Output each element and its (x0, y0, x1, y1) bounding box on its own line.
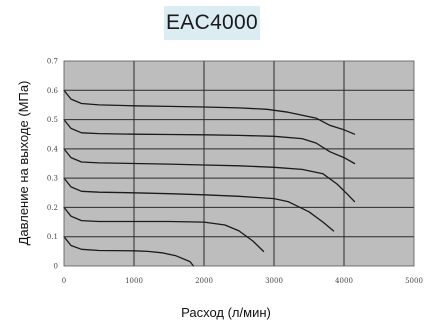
x-tick-label: 2000 (195, 277, 213, 285)
plot-frame (63, 60, 415, 267)
series-line-2 (63, 118, 356, 165)
y-tick-label: 0.7 (47, 58, 58, 66)
grid-lines (64, 61, 414, 266)
x-tick-label: 4000 (335, 277, 353, 285)
x-ticks: 0 1000 2000 3000 4000 5000 (62, 277, 423, 285)
x-tick-label: 1000 (125, 277, 143, 285)
series-line-6 (63, 236, 195, 267)
y-tick-label: 0.4 (47, 145, 59, 153)
y-tick-label: 0 (54, 263, 58, 271)
y-tick-label: 0.3 (47, 175, 58, 183)
series-line-4 (63, 177, 335, 232)
x-tick-label: 0 (62, 277, 66, 285)
series-line-1 (63, 89, 356, 135)
y-axis-label: Давление на выходе (МПа) (16, 81, 31, 246)
y-tick-label: 0.6 (47, 87, 59, 95)
x-tick-label: 3000 (265, 277, 283, 285)
y-tick-label: 0.1 (47, 233, 58, 241)
series-line-5 (63, 206, 265, 253)
x-axis-label: Расход (л/мин) (181, 305, 271, 320)
y-ticks: 0 0.1 0.2 0.3 0.4 0.5 0.6 0.7 (47, 58, 59, 271)
x-tick-label: 5000 (405, 277, 423, 285)
series-lines (63, 89, 356, 267)
y-tick-label: 0.2 (47, 204, 58, 212)
chart-title: EAC4000 (164, 6, 260, 40)
series-line-3 (63, 148, 356, 203)
y-tick-label: 0.5 (47, 116, 58, 124)
